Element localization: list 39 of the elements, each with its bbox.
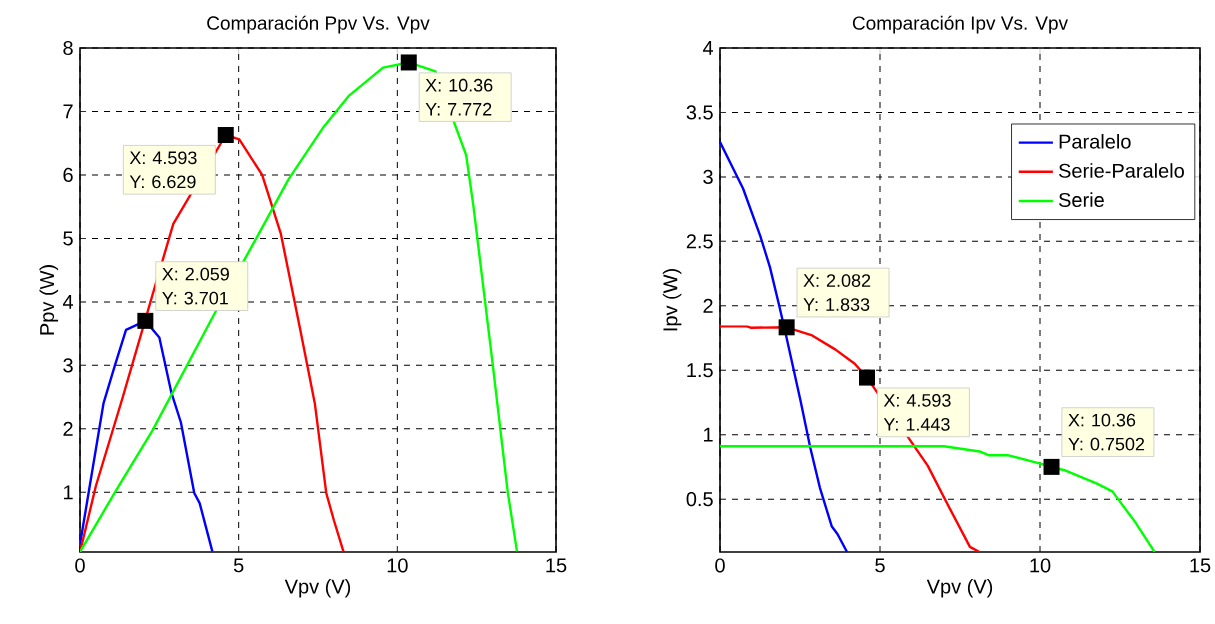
annotation: X: 2.082 Y: 1.833 xyxy=(803,274,871,311)
y-tick-label: 7 xyxy=(63,104,73,119)
y-tick-label: 2 xyxy=(703,298,713,313)
annotation: X: 10.36 Y: 0.7502 xyxy=(1068,413,1145,451)
x-axis-title: Vpv (V) xyxy=(284,578,351,598)
y-tick-label: 2 xyxy=(63,421,73,436)
x-tick-label: 5 xyxy=(233,558,244,573)
x-tick-label: 10 xyxy=(1030,558,1051,573)
y-tick-label: 3 xyxy=(703,169,713,184)
annotation: X: 10.36 Y: 7.772 xyxy=(425,78,493,116)
y-tick-label: 0.5 xyxy=(686,492,713,507)
y-tick-label: 1.5 xyxy=(687,363,713,378)
legend-label: Serie xyxy=(1058,192,1104,208)
annotation: X: 2.059 Y: 3.701 xyxy=(162,267,229,305)
y-tick-label: 5 xyxy=(63,231,73,246)
legend-label: Serie-Paralelo xyxy=(1058,163,1184,178)
x-tick-label: 15 xyxy=(1190,558,1211,573)
y-tick-label: 6 xyxy=(63,167,73,183)
x-tick-label: 0 xyxy=(75,558,85,573)
y-axis-title: Ipv (W) xyxy=(662,269,682,331)
y-tick-label: 4 xyxy=(62,295,74,309)
annotation: X: 4.593 Y: 6.629 xyxy=(129,151,197,189)
y-tick-label: 2.5 xyxy=(686,234,713,249)
y-tick-label: 1 xyxy=(704,427,713,442)
chart-title: Comparación Ppv Vs. Vpv xyxy=(207,15,430,34)
x-tick-label: 10 xyxy=(387,558,408,573)
y-tick-label: 3.5 xyxy=(686,105,713,120)
chart-title: Comparación Ipv Vs. Vpv xyxy=(852,15,1068,34)
annotation: X: 4.593 Y: 1.443 xyxy=(883,393,951,431)
x-tick-label: 5 xyxy=(875,558,885,573)
y-tick-label: 1 xyxy=(64,485,73,500)
x-axis-title: Vpv (V) xyxy=(926,578,993,598)
y-tick-label: 4 xyxy=(702,41,714,55)
x-tick-label: 15 xyxy=(546,558,567,573)
legend-label: Paralelo xyxy=(1059,133,1131,149)
x-tick-label: 0 xyxy=(715,558,725,573)
y-axis-title: Ppv (W) xyxy=(39,265,59,335)
y-tick-label: 3 xyxy=(63,358,73,373)
y-tick-label: 8 xyxy=(63,40,73,56)
